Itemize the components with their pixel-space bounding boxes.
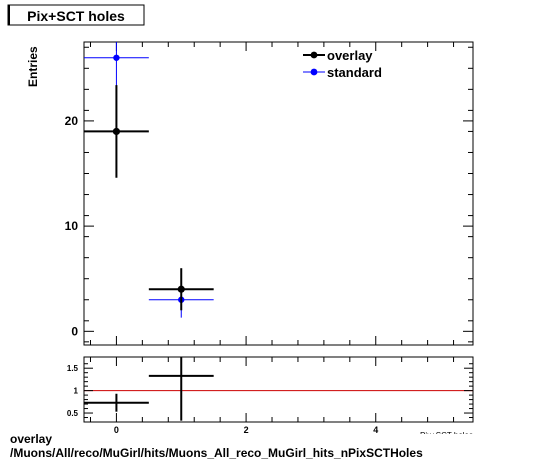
x-tick-label: 4 bbox=[373, 425, 378, 435]
legend-label: overlay bbox=[327, 48, 373, 63]
data-point bbox=[113, 54, 120, 61]
legend-marker bbox=[310, 51, 318, 59]
legend-item-overlay: overlay bbox=[303, 48, 373, 63]
x-axis-label: Pix+SCT holes bbox=[420, 431, 473, 440]
series-standard bbox=[84, 42, 214, 318]
series-ratio bbox=[84, 357, 214, 421]
data-point bbox=[177, 285, 185, 293]
title-box: Pix+SCT holes bbox=[7, 4, 145, 26]
ratio-y-tick-label: 1.5 bbox=[67, 364, 79, 373]
main-series bbox=[84, 42, 214, 318]
footer-path: /Muons/All/reco/MuGirl/hits/Muons_All_re… bbox=[10, 446, 423, 460]
main-y-axis: 0 10 20 bbox=[65, 46, 473, 343]
ratio-x-axis: 0 2 4 bbox=[89, 357, 455, 435]
x-tick-label: 0 bbox=[114, 425, 119, 435]
ratio-y-axis: 0.5 1 1.5 bbox=[67, 363, 473, 418]
ratio-y-tick-label: 0.5 bbox=[67, 409, 79, 418]
y-tick-label: 0 bbox=[71, 324, 78, 338]
y-axis-label: Entries bbox=[26, 46, 40, 87]
main-x-axis bbox=[89, 42, 455, 345]
main-panel: 0 10 20 Entries overlay standard bbox=[26, 41, 474, 346]
ratio-panel: 0.5 1 1.5 0 2 4 Pix+SCT holes bbox=[67, 356, 474, 440]
data-point bbox=[112, 127, 121, 136]
series-overlay bbox=[84, 85, 214, 311]
ratio-series bbox=[84, 357, 214, 421]
ratio-plot-frame bbox=[83, 356, 474, 423]
legend: overlay standard bbox=[303, 48, 382, 80]
y-tick-label: 10 bbox=[65, 219, 79, 233]
x-tick-label: 2 bbox=[244, 425, 249, 435]
chart-title: Pix+SCT holes bbox=[27, 8, 125, 24]
legend-label: standard bbox=[327, 65, 382, 80]
legend-marker bbox=[310, 68, 318, 76]
footer-label: overlay bbox=[10, 432, 53, 446]
ratio-y-tick-label: 1 bbox=[74, 387, 79, 396]
legend-item-standard: standard bbox=[303, 65, 382, 80]
main-plot-frame bbox=[83, 41, 474, 346]
y-tick-label: 20 bbox=[65, 114, 79, 128]
